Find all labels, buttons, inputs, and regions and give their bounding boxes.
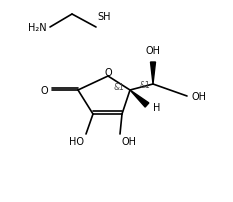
Polygon shape	[151, 63, 155, 85]
Polygon shape	[130, 90, 149, 108]
Text: OH: OH	[145, 46, 161, 56]
Text: &1: &1	[113, 82, 124, 91]
Text: O: O	[40, 86, 48, 96]
Text: &1: &1	[140, 80, 151, 89]
Text: H₂N: H₂N	[28, 23, 47, 33]
Text: H: H	[153, 102, 160, 113]
Text: OH: OH	[122, 136, 137, 146]
Text: SH: SH	[97, 12, 110, 22]
Text: HO: HO	[69, 136, 84, 146]
Text: OH: OH	[191, 92, 206, 101]
Text: O: O	[104, 68, 112, 78]
